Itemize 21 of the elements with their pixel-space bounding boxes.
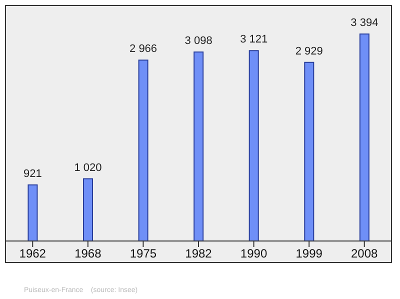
bar (194, 52, 204, 242)
data-label: 921 (24, 168, 42, 180)
data-label: 2 929 (295, 45, 323, 58)
data-label: 3 121 (240, 34, 268, 46)
bar (28, 184, 38, 242)
x-tick-label: 1962 (19, 246, 46, 261)
x-tick-label: 1999 (296, 246, 323, 261)
x-tick-label: 1982 (185, 246, 212, 261)
bar (359, 33, 370, 242)
x-tick-label: 1990 (240, 246, 268, 261)
data-label: 2 966 (130, 43, 158, 56)
bar (304, 62, 314, 242)
x-tick-label: 1975 (130, 246, 157, 261)
x-tick-label: 1968 (74, 246, 102, 261)
bar (248, 50, 259, 242)
data-label: 3 098 (184, 35, 212, 48)
x-tick-label: 2008 (351, 246, 378, 261)
data-label: 3 394 (350, 16, 378, 29)
bar (83, 178, 94, 242)
data-label: 1 020 (74, 162, 102, 174)
bar (138, 60, 148, 242)
